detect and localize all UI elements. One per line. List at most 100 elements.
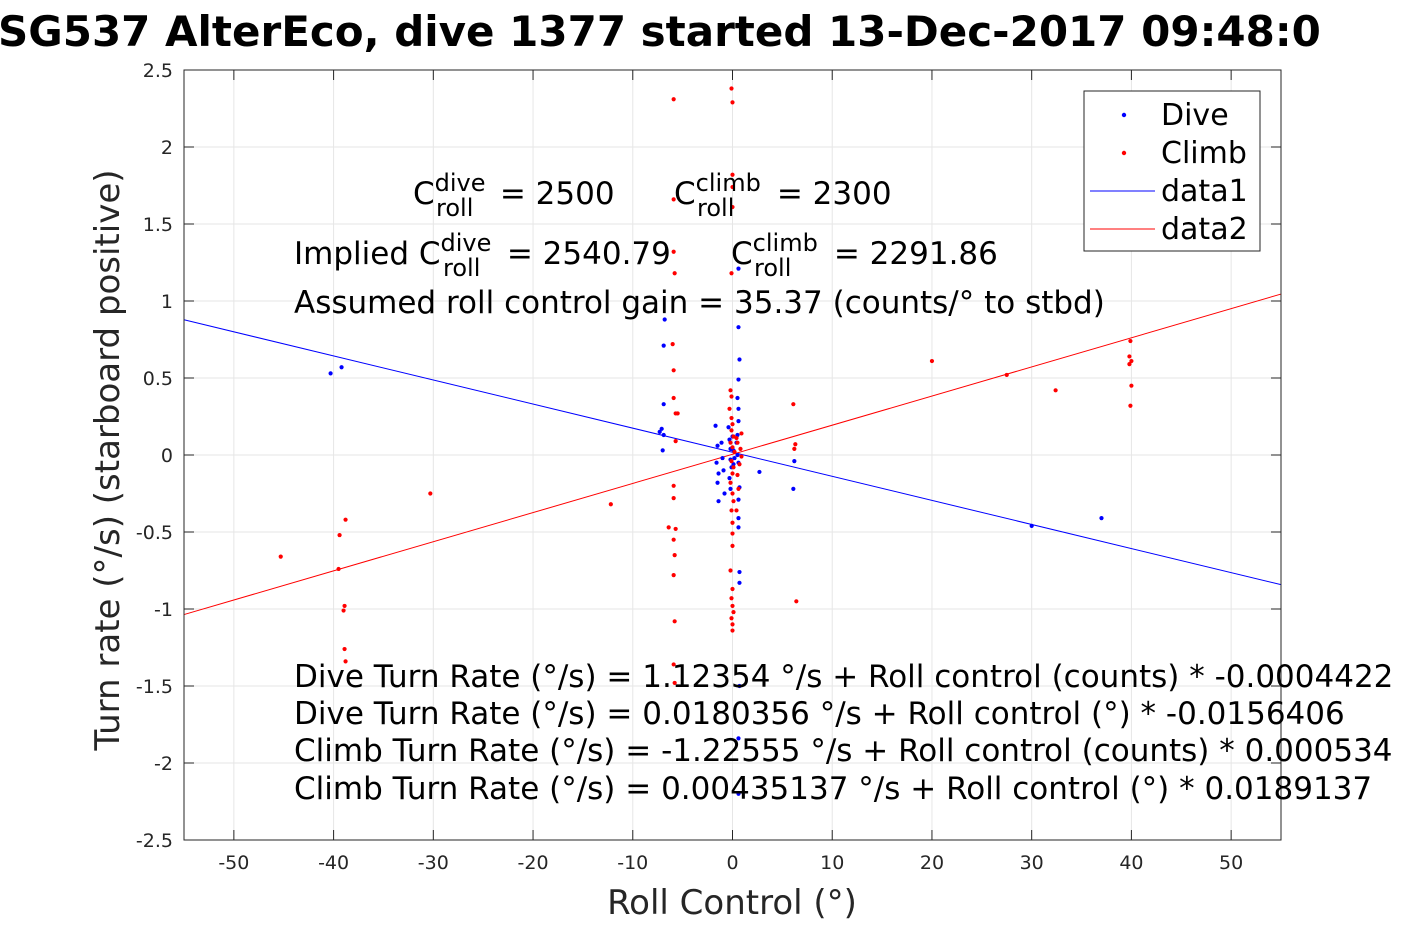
- y-tick-label: 0.5: [143, 368, 173, 390]
- dive-point: [339, 365, 344, 370]
- y-tick-label: -1.5: [136, 676, 173, 698]
- dive-point: [715, 480, 720, 485]
- climb-point: [731, 465, 736, 470]
- climb-point: [729, 271, 734, 276]
- climb-point: [673, 526, 678, 532]
- climb-point: [730, 622, 735, 627]
- dive-point: [713, 423, 718, 428]
- climb-point: [730, 543, 735, 548]
- climb-point: [1004, 372, 1009, 378]
- climb-point: [735, 472, 740, 478]
- y-tick-label: 2: [161, 137, 173, 159]
- dive-point: [661, 343, 666, 348]
- dive-point: [791, 486, 796, 491]
- climb-point: [1127, 354, 1132, 359]
- climb-point: [729, 415, 734, 421]
- y-tick-labels: -2.5 -2 -1.5 -1 -0.5 0 0.5 1 1.5 2 2.5: [136, 60, 173, 852]
- dive-point: [661, 432, 666, 438]
- climb-point: [734, 508, 739, 513]
- legend-label-data1: data1: [1161, 174, 1248, 209]
- dive-point: [728, 486, 733, 491]
- dive-point: [735, 395, 740, 401]
- dive-point: [737, 580, 742, 585]
- dive-point: [736, 497, 741, 502]
- equation-dive-counts: Dive Turn Rate (°/s) = 1.12354 °/s + Rol…: [294, 659, 1393, 695]
- climb-point: [670, 342, 675, 347]
- climb-point: [1129, 358, 1134, 364]
- climb-point: [729, 86, 734, 91]
- climb-point: [1129, 383, 1134, 388]
- dive-point: [1029, 523, 1034, 528]
- climb-point: [673, 439, 678, 444]
- legend-marker-dive: [1121, 112, 1127, 118]
- climb-point: [730, 628, 735, 633]
- dive-point: [726, 425, 731, 430]
- dive-point: [1099, 516, 1104, 521]
- climb-point: [735, 440, 740, 445]
- y-tick-label: -0.5: [136, 522, 173, 544]
- climb-point: [730, 204, 735, 210]
- climb-point: [341, 608, 346, 613]
- dive-point: [328, 371, 333, 376]
- climb-point: [794, 599, 799, 604]
- dive-point: [714, 460, 719, 465]
- climb-point: [729, 596, 734, 601]
- climb-point: [929, 358, 935, 364]
- dive-point: [737, 683, 742, 689]
- climb-point: [671, 662, 676, 667]
- legend-box: [1083, 90, 1261, 252]
- x-tick-labels: -50 -40 -30 -20 -10 0 10 20 30 40 50: [218, 852, 1243, 874]
- y-tick-label: -2.5: [136, 830, 173, 852]
- dive-point: [715, 443, 720, 448]
- x-tick-label: 20: [920, 852, 944, 874]
- fit-equations: Dive Turn Rate (°/s) = 1.12354 °/s + Rol…: [294, 659, 1393, 807]
- dive-point: [736, 736, 741, 741]
- equation-climb-degrees: Climb Turn Rate (°/s) = 0.00435137 °/s +…: [294, 771, 1372, 807]
- x-tick-label: 0: [726, 852, 738, 874]
- dive-point: [659, 426, 664, 431]
- climb-point: [343, 517, 348, 522]
- climb-point: [671, 537, 676, 542]
- climb-point: [737, 462, 742, 467]
- dive-point: [727, 476, 732, 481]
- climb-point: [672, 619, 677, 624]
- climb-point: [791, 402, 796, 407]
- y-tick-label: -2: [154, 753, 173, 775]
- c-climb-roll: Cclimb roll = 2300: [674, 169, 892, 222]
- climb-point: [671, 97, 676, 102]
- dive-point: [737, 357, 742, 362]
- dive-point: [716, 471, 721, 476]
- y-tick-label: -1: [154, 599, 173, 621]
- climb-point: [734, 435, 739, 441]
- legend-label-dive: Dive: [1161, 98, 1229, 133]
- climb-point: [730, 100, 735, 105]
- roll-control-gain: Assumed roll control gain = 35.37 (count…: [294, 285, 1105, 321]
- climb-point: [666, 525, 671, 530]
- data-points: [278, 86, 1134, 796]
- x-tick-label: -20: [518, 852, 549, 874]
- climb-point: [728, 568, 733, 573]
- ticks: [184, 69, 1281, 841]
- y-tick-label: 1: [161, 291, 173, 313]
- equation-climb-counts: Climb Turn Rate (°/s) = -1.22555 °/s + R…: [294, 733, 1393, 769]
- climb-point: [730, 520, 735, 525]
- y-tick-label: 0: [161, 445, 173, 467]
- climb-point: [671, 197, 676, 202]
- climb-point: [278, 554, 283, 559]
- climb-point: [730, 471, 735, 476]
- climb-point: [671, 395, 676, 401]
- dive-point: [757, 469, 762, 475]
- climb-point: [342, 603, 347, 609]
- dive-point: [736, 377, 741, 382]
- climb-point: [671, 483, 676, 488]
- climb-point: [671, 573, 676, 578]
- legend-marker-climb: [1121, 150, 1127, 156]
- climb-point: [672, 680, 677, 686]
- dive-point: [736, 419, 741, 424]
- climb-point: [792, 446, 797, 451]
- climb-point: [731, 499, 736, 504]
- climb-point: [732, 449, 737, 455]
- dive-point: [716, 499, 721, 504]
- dive-point: [719, 440, 724, 445]
- equation-dive-degrees: Dive Turn Rate (°/s) = 0.0180356 °/s + R…: [294, 696, 1345, 732]
